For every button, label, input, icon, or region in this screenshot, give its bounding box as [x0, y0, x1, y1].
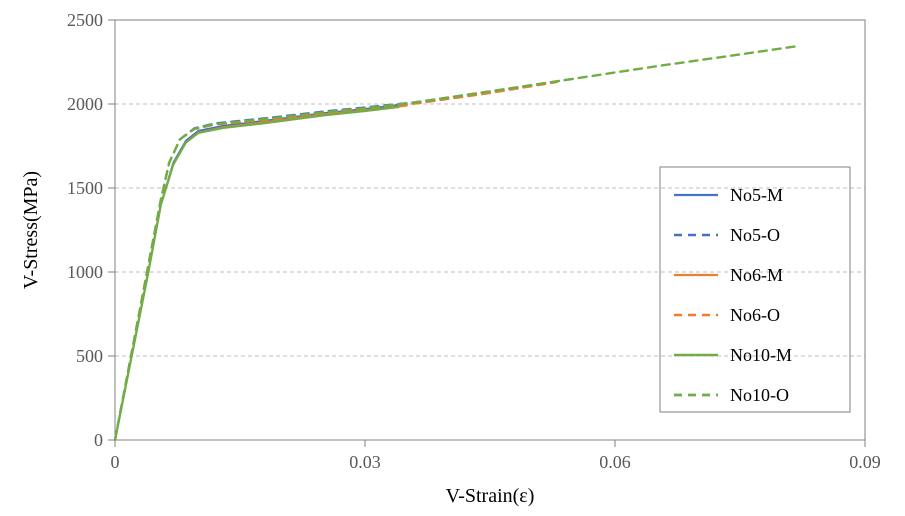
legend-label: No10-O: [730, 385, 789, 405]
x-axis-label: V-Strain(ε): [446, 485, 535, 507]
legend-label: No5-O: [730, 225, 780, 245]
chart-svg: 0 0.03 0.06 0.09 0 500 1000 1500 2000 2500 V-Strai…: [0, 0, 905, 516]
x-tick-label: 0: [111, 452, 120, 472]
legend-label: No10-M: [730, 345, 792, 365]
chart-bg: [0, 0, 905, 516]
x-tick-label: 0.09: [849, 452, 881, 472]
y-tick-label: 2000: [67, 94, 103, 114]
y-tick-label: 0: [94, 430, 103, 450]
y-axis-label: V-Stress(MPa): [20, 171, 42, 289]
y-tick-label: 1500: [67, 178, 103, 198]
legend-label: No6-M: [730, 265, 783, 285]
legend-label: No6-O: [730, 305, 780, 325]
legend-label: No5-M: [730, 185, 783, 205]
y-tick-label: 2500: [67, 10, 103, 30]
y-tick-label: 500: [76, 346, 103, 366]
stress-strain-chart: 0 0.03 0.06 0.09 0 500 1000 1500 2000 2500 V-Strai…: [0, 0, 905, 516]
x-tick-label: 0.03: [349, 452, 381, 472]
y-tick-label: 1000: [67, 262, 103, 282]
x-tick-label: 0.06: [599, 452, 631, 472]
